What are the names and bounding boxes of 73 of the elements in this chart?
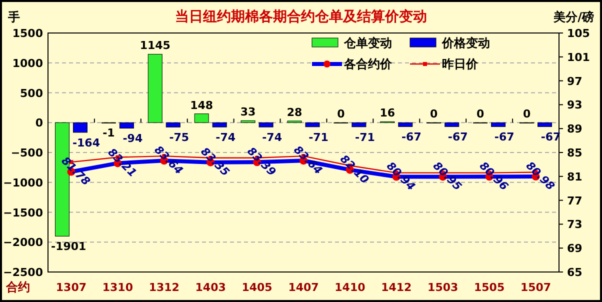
data-label: 0	[476, 108, 484, 121]
data-label: -74	[262, 131, 282, 144]
x-tick-label: 1405	[242, 281, 272, 294]
bar	[258, 122, 274, 128]
x-tick-label: 1307	[56, 281, 87, 294]
data-label: 28	[286, 106, 302, 119]
y-tick-label: 500	[20, 86, 44, 100]
y-tick-label: −500	[10, 146, 44, 160]
bar	[538, 122, 552, 127]
bar	[119, 122, 134, 128]
y2-tick-label: 89	[567, 122, 582, 136]
data-label: 0	[337, 108, 346, 121]
bar	[398, 122, 413, 127]
legend-label: 昨日价	[442, 57, 479, 71]
y-tick-label: 0	[35, 116, 44, 130]
legend-label: 仓单变动	[343, 36, 392, 50]
y2-tick-label: 81	[567, 170, 582, 184]
bar	[194, 114, 209, 123]
data-label: -164	[72, 136, 100, 150]
x-tick-label: 1403	[195, 281, 226, 294]
y2-tick-label: 97	[567, 74, 582, 88]
data-label: 33	[240, 106, 256, 119]
x-tick-label: 1507	[520, 281, 552, 294]
y-tick-label: −1000	[3, 176, 44, 190]
x-tick-label: 1503	[428, 281, 458, 294]
y2-tick-label: 69	[567, 242, 582, 256]
bar	[166, 122, 180, 128]
data-label: 1145	[140, 39, 170, 52]
data-label: -75	[169, 131, 190, 144]
data-label: -1	[102, 126, 115, 140]
chart-title: 当日纽约期棉各期合约仓单及结算价变动	[175, 8, 427, 25]
x-tick-label: 1312	[148, 281, 180, 294]
data-label: 148	[190, 98, 214, 112]
x-tick-label: 1505	[474, 281, 505, 294]
data-label: -74	[216, 131, 236, 144]
bar	[491, 122, 506, 127]
y2-tick-label: 65	[567, 266, 582, 279]
y-tick-label: −1500	[3, 206, 44, 220]
y-axis-title: 手	[7, 10, 20, 24]
bar	[305, 122, 320, 128]
y2-tick-label: 105	[567, 27, 590, 40]
legend-label: 价格变动	[441, 36, 490, 50]
y-tick-label: 1000	[12, 56, 44, 70]
x-tick-label: 1407	[288, 281, 319, 294]
data-label: 0	[430, 108, 438, 121]
bar	[72, 122, 88, 133]
data-label: -71	[355, 130, 375, 144]
y2-tick-label: 77	[567, 194, 582, 208]
bar	[148, 54, 162, 123]
data-label: -67	[448, 130, 468, 144]
data-label: 16	[380, 106, 396, 120]
y2-axis-title: 美分/磅	[552, 10, 594, 24]
legend-label: 各合约价	[343, 57, 393, 71]
x-tick-label: 1412	[381, 281, 412, 294]
data-label: -67	[494, 130, 514, 144]
y2-tick-label: 85	[567, 146, 582, 160]
y2-tick-label: 73	[567, 218, 582, 232]
bar	[212, 122, 227, 128]
x-tick-label: 1410	[334, 281, 366, 294]
y-tick-label: 1500	[12, 27, 44, 40]
data-label: -1901	[51, 240, 86, 254]
y-tick-label: −2500	[3, 266, 44, 279]
x-axis-title: 合约	[5, 280, 30, 294]
data-label: -71	[308, 130, 328, 144]
data-label: -94	[122, 132, 143, 146]
y2-tick-label: 93	[567, 98, 582, 112]
data-label: 0	[522, 108, 531, 121]
data-label: -67	[401, 130, 422, 144]
bar	[352, 122, 366, 128]
bar	[444, 122, 460, 127]
x-tick-label: 1310	[102, 281, 134, 294]
y2-tick-label: 101	[567, 50, 590, 64]
y-tick-label: −2000	[3, 236, 44, 250]
